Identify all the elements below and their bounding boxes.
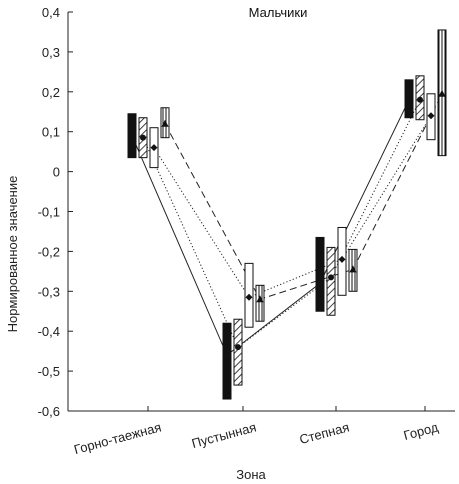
mean-marker <box>328 274 334 281</box>
y-axis-title: Нормированное значение <box>5 176 20 333</box>
mean-marker <box>349 265 357 273</box>
mean-markers <box>129 89 446 359</box>
mean-marker <box>224 352 230 359</box>
mean-marker <box>245 293 253 301</box>
x-tick-label: Степная <box>298 419 351 447</box>
mean-marker <box>150 144 158 152</box>
x-tick-label: Пустынная <box>190 419 258 451</box>
mean-marker <box>427 112 435 120</box>
range-box <box>315 236 325 312</box>
y-tick-label: 0 <box>53 165 60 180</box>
range-boxes <box>127 29 447 400</box>
y-tick-label: -0,2 <box>38 244 60 259</box>
x-axis: Горно-таежная Пустынная Степная Город <box>68 406 455 457</box>
mean-marker <box>161 119 169 127</box>
x-axis-title: Зона <box>236 467 266 482</box>
y-tick-label: -0,5 <box>38 364 60 379</box>
range-box <box>255 284 265 322</box>
series-line <box>131 99 410 356</box>
mean-marker <box>256 295 264 303</box>
mean-marker <box>129 132 135 139</box>
y-tick-label: 0,2 <box>42 85 60 100</box>
mean-marker <box>317 280 323 287</box>
mean-marker <box>406 96 412 103</box>
y-tick-label: 0,3 <box>42 45 60 60</box>
y-tick-label: -0,3 <box>38 284 60 299</box>
y-tick-label: -0,4 <box>38 324 60 339</box>
y-tick-label: 0,4 <box>42 5 60 20</box>
range-box <box>233 318 243 386</box>
series-lines <box>131 93 443 356</box>
chart-title: Мальчики <box>249 5 308 20</box>
y-tick-label: -0,1 <box>38 205 60 220</box>
mean-marker <box>338 255 346 263</box>
y-tick-label: 0,1 <box>42 125 60 140</box>
series-line <box>142 99 421 348</box>
series-line <box>164 93 443 300</box>
series-line <box>153 115 432 298</box>
y-axis: 0,4 0,3 0,2 0,1 0 -0,1 -0,2 -0,3 -0,4 -0,5 -0,6 <box>38 5 73 419</box>
x-tick-label: Горно-таежная <box>72 419 162 457</box>
range-box <box>326 246 336 316</box>
mean-marker <box>417 96 423 103</box>
mean-marker <box>235 344 241 351</box>
mean-marker <box>438 89 446 97</box>
y-tick-label: -0,6 <box>38 404 60 419</box>
mean-marker <box>140 134 146 141</box>
range-box <box>222 322 232 400</box>
x-tick-label: Город <box>402 419 440 443</box>
